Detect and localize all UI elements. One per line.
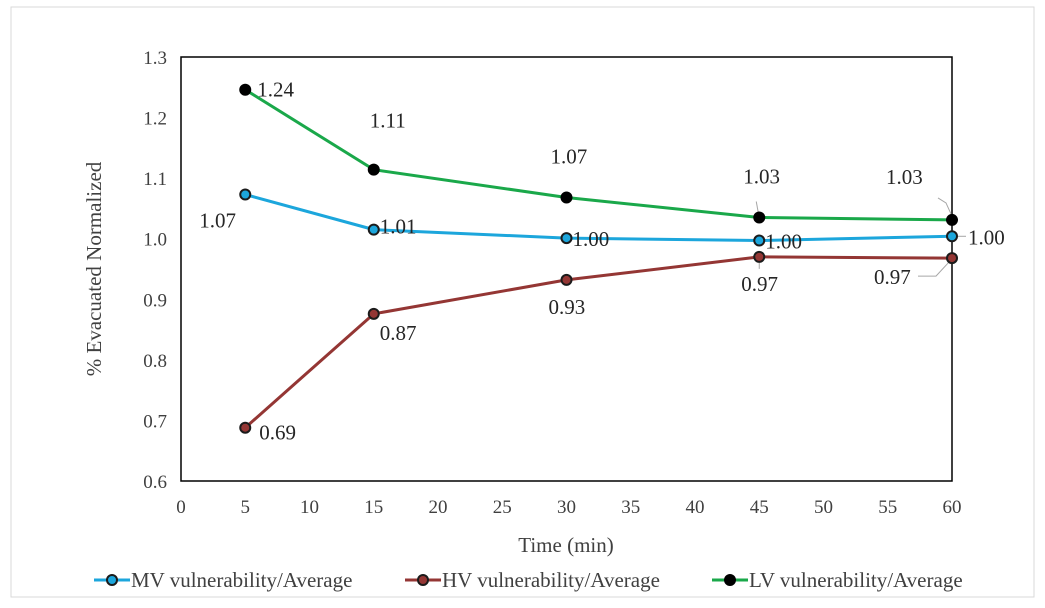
point-lv[interactable] <box>560 191 573 204</box>
x-tick-label: 25 <box>493 497 512 518</box>
x-axis-title: Time (min) <box>518 533 613 557</box>
point-hv[interactable] <box>239 421 252 434</box>
leader-line <box>918 261 950 277</box>
data-label-hv: 0.93 <box>549 295 586 319</box>
x-tick-label: 5 <box>241 497 251 518</box>
x-axis-ticks: 0 5 10 15 20 25 30 35 40 45 50 55 60 <box>176 497 961 518</box>
data-label-mv: 1.01 <box>380 215 417 239</box>
point-lv[interactable] <box>946 213 958 226</box>
x-tick-label: 10 <box>300 497 319 518</box>
series-markers <box>239 83 958 434</box>
point-hv[interactable] <box>367 307 380 320</box>
y-axis-title: % Evacuated Normalized <box>82 161 106 376</box>
point-lv[interactable] <box>239 83 252 96</box>
data-label-lv: 1.24 <box>257 78 294 102</box>
data-label-lv: 1.03 <box>743 165 780 189</box>
data-label-hv: 0.69 <box>259 421 296 445</box>
point-lv[interactable] <box>753 211 766 224</box>
legend-label-mv: MV vulnerability/Average <box>131 568 352 592</box>
x-tick-label: 60 <box>943 497 962 518</box>
x-tick-label: 50 <box>814 497 833 518</box>
point-hv[interactable] <box>560 273 573 286</box>
data-label-hv: 0.97 <box>874 265 911 289</box>
y-tick-label: 1.1 <box>143 169 167 190</box>
data-label-lv: 1.11 <box>370 109 406 133</box>
data-labels: 1.07 1.01 1.00 1.00 1.00 0.69 0.87 0.93 0.97 0.97… <box>199 78 1005 445</box>
legend-label-lv: LV vulnerability/Average <box>749 568 963 592</box>
x-tick-label: 15 <box>364 497 383 518</box>
legend-item-hv[interactable]: HV vulnerability/Average <box>405 568 660 592</box>
y-axis-ticks: 0.6 0.7 0.8 0.9 1.0 1.1 1.2 1.3 <box>143 48 167 493</box>
point-mv[interactable] <box>239 188 252 201</box>
x-tick-label: 0 <box>176 497 186 518</box>
y-tick-label: 1.3 <box>143 48 167 69</box>
data-label-mv: 1.07 <box>199 208 236 232</box>
legend-marker-lv <box>724 574 736 586</box>
x-tick-label: 35 <box>621 497 640 518</box>
y-tick-label: 0.9 <box>143 290 167 311</box>
legend-item-lv[interactable]: LV vulnerability/Average <box>712 568 963 592</box>
point-mv[interactable] <box>560 232 573 245</box>
y-tick-label: 0.6 <box>143 472 167 493</box>
legend-label-hv: HV vulnerability/Average <box>442 568 660 592</box>
plot-area <box>180 56 953 482</box>
x-tick-label: 20 <box>429 497 448 518</box>
data-label-mv: 1.00 <box>573 227 610 251</box>
legend: MV vulnerability/Average HV vulnerabilit… <box>94 568 963 592</box>
legend-marker-hv <box>417 574 429 586</box>
y-tick-label: 0.8 <box>143 351 167 372</box>
data-label-hv: 0.87 <box>380 321 417 345</box>
point-hv[interactable] <box>753 250 766 263</box>
point-hv[interactable] <box>946 252 958 265</box>
point-lv[interactable] <box>367 163 380 176</box>
leader-line <box>755 201 759 213</box>
x-tick-label: 55 <box>878 497 897 518</box>
y-tick-label: 0.7 <box>143 411 167 432</box>
data-label-lv: 1.03 <box>886 165 923 189</box>
data-label-mv: 1.00 <box>765 230 802 254</box>
data-label-lv: 1.07 <box>551 145 588 169</box>
x-tick-label: 30 <box>557 497 576 518</box>
point-mv[interactable] <box>367 223 380 236</box>
legend-item-mv[interactable]: MV vulnerability/Average <box>94 568 352 592</box>
x-tick-label: 40 <box>686 497 705 518</box>
legend-marker-mv <box>106 574 118 586</box>
x-tick-label: 45 <box>750 497 769 518</box>
leader-line <box>937 197 952 215</box>
y-tick-label: 1.2 <box>143 109 167 130</box>
data-label-mv: 1.00 <box>968 225 1005 249</box>
data-label-hv: 0.97 <box>741 272 778 296</box>
point-mv[interactable] <box>753 234 766 247</box>
y-tick-label: 1.0 <box>143 230 167 251</box>
point-mv[interactable] <box>946 230 958 243</box>
